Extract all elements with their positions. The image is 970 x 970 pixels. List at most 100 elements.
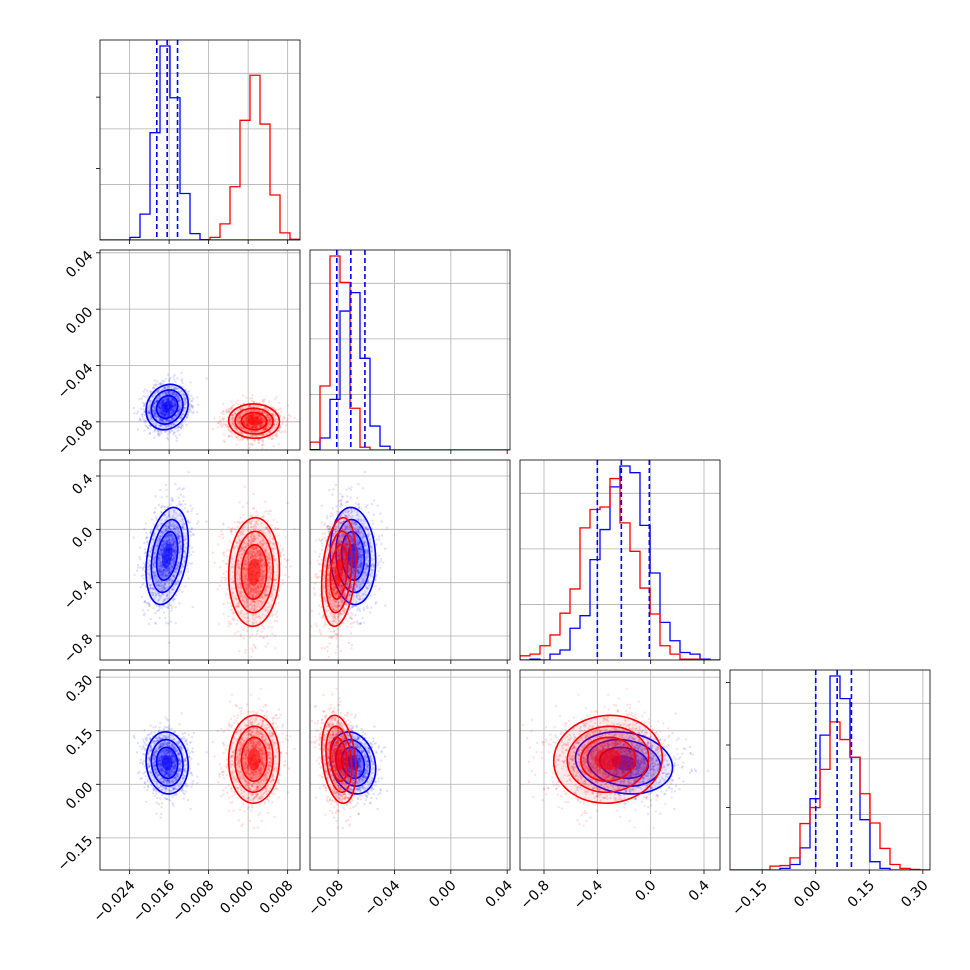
scatter-point <box>161 531 165 534</box>
scatter-point <box>246 424 249 427</box>
scatter-point <box>252 425 256 428</box>
scatter-point <box>237 421 241 424</box>
scatter-point <box>264 406 268 410</box>
scatter-point <box>248 539 251 542</box>
histogram-series-0 <box>100 45 300 240</box>
scatter-point <box>165 488 168 492</box>
scatter-point <box>172 398 176 402</box>
scatter-point <box>157 553 161 556</box>
scatter-point <box>233 403 236 407</box>
scatter-point <box>174 402 177 406</box>
scatter-point <box>171 522 175 525</box>
scatter-point <box>287 413 291 417</box>
scatter-point <box>255 591 258 594</box>
scatter-point <box>148 399 152 403</box>
scatter-point <box>159 562 162 565</box>
scatter-point <box>222 572 225 575</box>
scatter-point <box>153 410 156 413</box>
scatter-point <box>272 436 275 440</box>
scatter-point <box>249 414 253 418</box>
scatter-point <box>159 588 162 591</box>
scatter-point <box>180 547 183 550</box>
scatter-point <box>172 375 175 378</box>
scatter-point <box>154 554 157 558</box>
scatter-point <box>245 410 248 413</box>
scatter-point <box>143 388 147 391</box>
scatter-point <box>166 524 169 527</box>
scatter-point <box>173 406 176 409</box>
scatter-point <box>272 518 275 522</box>
scatter-point <box>247 424 250 428</box>
scatter-point <box>178 588 182 591</box>
scatter-point <box>164 391 168 395</box>
scatter-point <box>136 410 140 413</box>
scatter-point <box>162 400 165 403</box>
scatter-point <box>173 570 176 574</box>
scatter-point <box>141 401 145 404</box>
scatter-point <box>182 394 186 397</box>
scatter-point <box>225 577 229 580</box>
scatter-point <box>169 533 172 537</box>
scatter-point <box>244 415 248 418</box>
scatter-point <box>178 573 181 576</box>
scatter-point <box>158 570 161 573</box>
scatter-point <box>261 439 264 442</box>
scatter-point <box>279 425 282 429</box>
scatter-point <box>257 438 260 441</box>
scatter-point <box>161 573 164 576</box>
scatter-point <box>165 574 168 577</box>
scatter-point <box>252 608 256 611</box>
scatter-point <box>177 527 180 530</box>
scatter-point <box>159 408 163 411</box>
scatter-point <box>170 565 174 569</box>
scatter-point <box>260 424 263 428</box>
scatter-point <box>247 415 251 418</box>
scatter-point <box>162 399 166 402</box>
scatter-point <box>243 420 246 423</box>
scatter-point <box>170 419 173 422</box>
scatter-point <box>249 415 252 418</box>
scatter-point <box>170 399 174 402</box>
scatter-point <box>159 569 162 573</box>
scatter-point <box>166 569 170 572</box>
scatter-point <box>183 398 187 401</box>
scatter-point <box>165 570 168 573</box>
scatter-point <box>163 386 166 389</box>
scatter-point <box>155 525 159 529</box>
scatter-point <box>259 416 263 419</box>
scatter-point <box>166 398 169 401</box>
scatter-point <box>160 581 164 584</box>
scatter-point <box>156 609 159 613</box>
scatter-point <box>160 409 163 413</box>
scatter-point <box>166 540 169 544</box>
scatter-point <box>164 397 167 400</box>
scatter-point <box>228 410 231 414</box>
scatter-point <box>231 421 234 425</box>
scatter-point <box>169 528 172 531</box>
scatter-point <box>181 423 184 426</box>
scatter-point <box>262 420 265 423</box>
scatter-point <box>169 419 172 422</box>
scatter-point <box>264 426 267 430</box>
scatter-point <box>267 436 270 439</box>
scatter-point <box>177 408 180 411</box>
scatter-point <box>179 407 182 411</box>
scatter-point <box>272 445 275 448</box>
scatter-point <box>260 418 263 421</box>
scatter-point <box>143 527 146 531</box>
scatter-point <box>259 425 263 428</box>
scatter-point <box>157 383 160 386</box>
scatter-point <box>241 412 244 416</box>
scatter-point <box>156 583 160 586</box>
scatter-point <box>260 417 264 420</box>
scatter-point <box>262 433 265 437</box>
scatter-point <box>284 429 287 432</box>
scatter-point <box>222 418 225 422</box>
scatter-point <box>166 593 169 596</box>
scatter-point <box>154 507 157 510</box>
scatter-point <box>227 435 231 438</box>
scatter-point <box>159 582 163 585</box>
scatter-point <box>256 405 259 408</box>
scatter-point <box>151 593 154 597</box>
scatter-point <box>261 434 265 437</box>
